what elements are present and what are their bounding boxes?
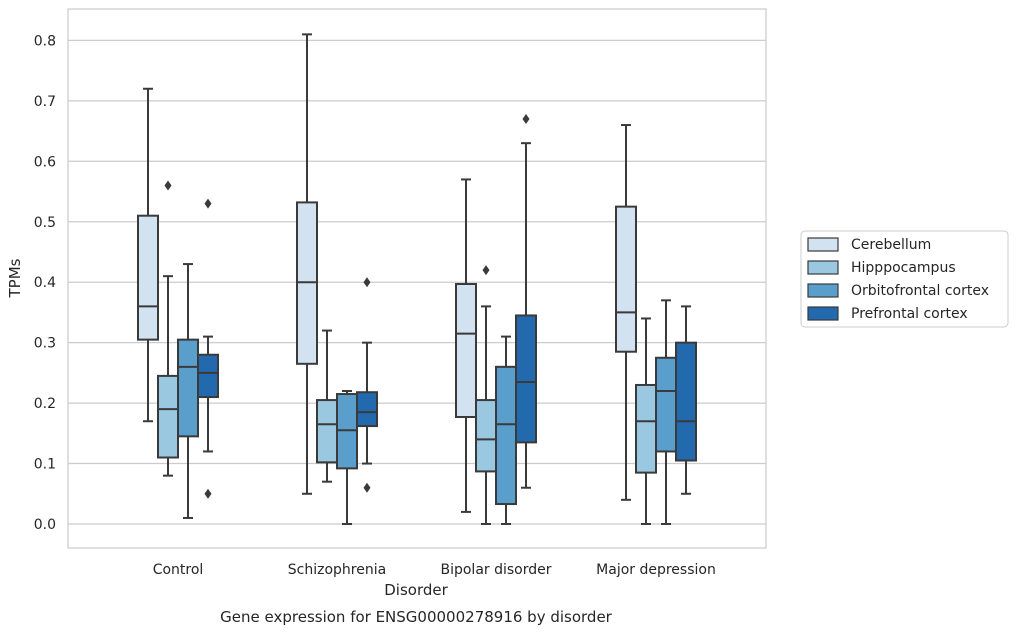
boxes [137,33,697,525]
legend-label: Hipppocampus [851,260,956,276]
y-tick-labels: 0.0 0.1 0.2 0.3 0.4 0.5 0.6 0.7 0.8 [34,33,56,533]
outlier-point [204,198,212,209]
x-tick-label: Schizophrenia [288,562,386,578]
iqr-box [177,338,199,438]
y-tick-label: 0.5 [34,215,56,231]
legend-label: Cerebellum [851,237,931,253]
x-axis-label: Disorder [384,581,448,599]
iqr-box [197,353,219,399]
legend-frame [800,230,1009,328]
iqr-box [655,356,677,453]
plot-frame [67,8,767,549]
chart-caption: Gene expression for ENSG00000278916 by d… [220,608,613,626]
iqr-box [137,214,159,341]
legend-swatch [807,283,839,298]
box-hipppocampus [475,265,497,525]
iqr-box [475,399,497,473]
x-tick-label: Bipolar disorder [440,562,551,578]
legend-label: Prefrontal cortex [851,306,968,322]
x-tick-label: Control [153,562,204,578]
outlier-point [164,180,172,191]
legend: Cerebellum Hipppocampus Orbitofrontal cort… [800,230,1009,328]
y-tick-label: 0.0 [34,517,56,533]
legend-label: Orbitofrontal cortex [851,283,989,299]
iqr-box [316,399,338,464]
iqr-box [455,283,477,419]
legend-swatch [807,260,839,275]
y-tick-label: 0.3 [34,336,56,352]
y-tick-label: 0.1 [34,457,56,473]
box-cerebellum [455,178,477,513]
x-tick-labels: Control Schizophrenia Bipolar disorder Majo… [153,562,716,578]
box-hipppocampus [157,180,179,477]
outlier-point [363,482,371,493]
iqr-box [635,383,657,474]
y-tick-label: 0.8 [34,33,56,49]
box-hipppocampus [635,317,657,525]
iqr-box [615,205,637,353]
iqr-box [356,391,378,428]
x-tick-label: Major depression [596,562,716,578]
box-cerebellum [296,33,318,495]
legend-swatch [807,237,839,252]
box-prefrontal-cortex [675,305,697,495]
outlier-point [363,277,371,288]
iqr-box [515,314,537,444]
y-tick-label: 0.7 [34,94,56,110]
iqr-box [495,365,517,506]
y-tick-label: 0.4 [34,275,56,291]
y-tick-label: 0.6 [34,154,56,170]
y-tick-label: 0.2 [34,396,56,412]
box-cerebellum [137,87,159,423]
box-prefrontal-cortex [356,277,378,493]
y-axis-label: TPMs [6,258,24,298]
iqr-box [675,341,697,462]
outlier-point [522,113,530,124]
legend-swatch [807,306,839,321]
outlier-point [204,488,212,499]
outlier-point [482,265,490,276]
box-orbitofrontal-cortex [177,263,199,519]
box-prefrontal-cortex [515,113,537,489]
box-orbitofrontal-cortex [336,390,358,525]
box-cerebellum [615,124,637,501]
box-prefrontal-cortex [197,198,219,499]
iqr-box [157,374,179,459]
